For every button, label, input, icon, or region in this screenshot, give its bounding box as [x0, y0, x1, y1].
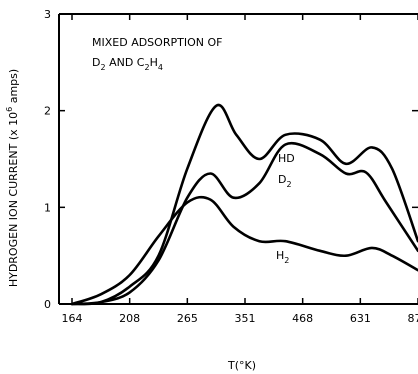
y-axis-ticks: 0 1 2 3: [44, 8, 418, 311]
x-tick-label: 265: [177, 312, 198, 325]
series-line-hd: [70, 103, 418, 306]
x-tick-label: 164: [62, 312, 83, 325]
x-tick-label: 468: [292, 312, 313, 325]
annotation-line-2: D2 AND C2H4: [92, 56, 163, 72]
x-tick-label: 351: [235, 312, 256, 325]
series-group: [70, 103, 418, 306]
plot-frame: [58, 13, 418, 305]
series-label-hd: HD: [278, 152, 295, 165]
y-tick-label: 1: [44, 201, 51, 214]
y-tick-label: 2: [44, 105, 51, 118]
series-line-d2: [70, 142, 418, 306]
series-label-d2: D2: [278, 173, 292, 189]
x-axis-ticks: 164 208 265 351 468 631 876: [62, 14, 418, 325]
series-label-h2: H2: [276, 249, 289, 265]
x-tick-label: 631: [350, 312, 371, 325]
series-line-h2: [70, 195, 418, 306]
x-axis-label: T(°K): [227, 359, 256, 372]
annotation-line-1: MIXED ADSORPTION OF: [92, 36, 222, 49]
y-tick-label: 3: [44, 8, 51, 21]
y-axis-label-exponent: 6: [5, 107, 14, 112]
x-tick-label: 876: [408, 312, 418, 325]
y-axis-label-tail: amps): [7, 69, 20, 107]
y-axis-label: HYDROGEN ION CURRENT (x 106 amps): [5, 69, 20, 287]
x-tick-label: 208: [119, 312, 140, 325]
y-axis-label-base: HYDROGEN ION CURRENT (x 10: [7, 112, 20, 287]
y-tick-label: 0: [44, 298, 51, 311]
